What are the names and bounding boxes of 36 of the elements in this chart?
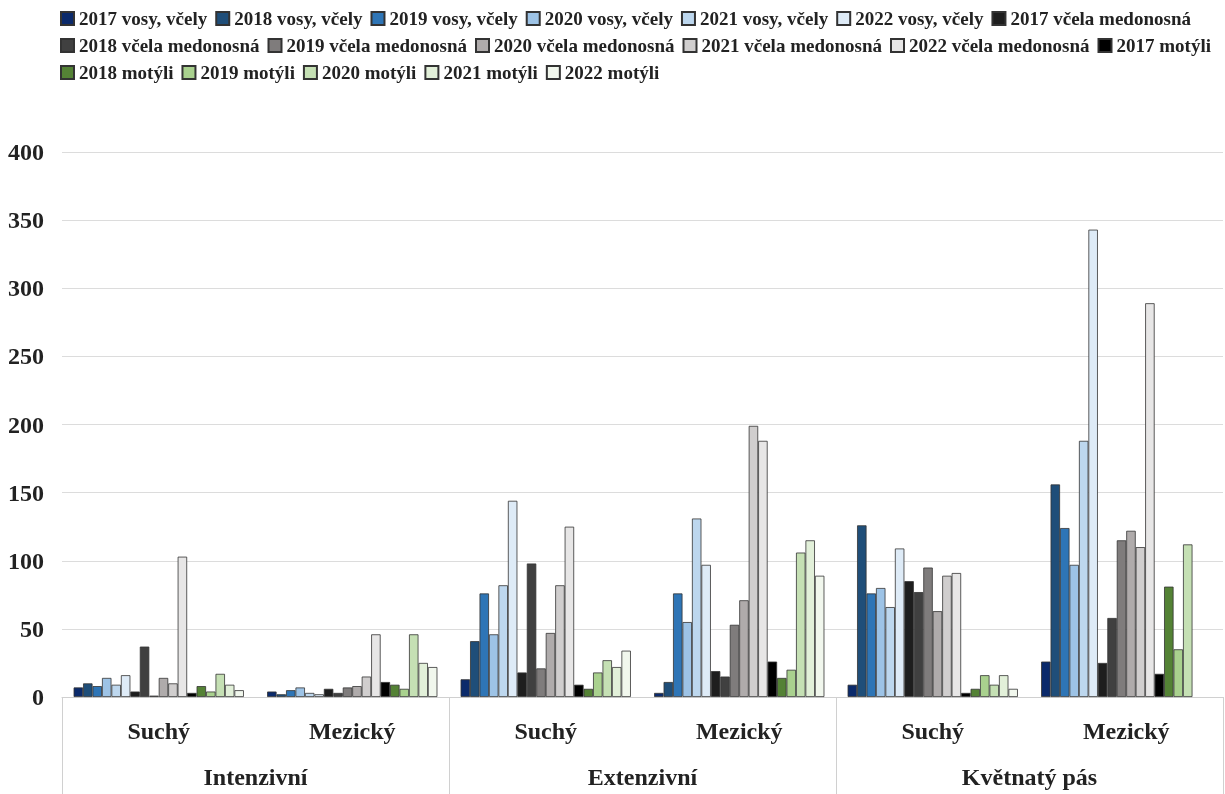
legend-label: 2017 včela medonosná — [1010, 8, 1192, 29]
text: Intenzivní — [203, 764, 308, 790]
legend-label: 2020 vosy, včely — [544, 8, 674, 29]
y-tick-label: 400 — [8, 139, 44, 165]
y-tick-label: 350 — [8, 207, 44, 234]
legend-label: 2018 včela medonosná — [79, 35, 260, 56]
x-tick-label: Suchý — [514, 718, 578, 744]
legend-label: 2019 včela medonosná — [286, 35, 468, 56]
legend-label: 2022 vosy, včely — [855, 8, 984, 29]
legend-label: 2018 vosy, včely — [234, 8, 363, 29]
y-tick-label: 250 — [8, 343, 44, 370]
y-tick-label: 150 — [8, 479, 44, 506]
text: Květnatý pás — [961, 764, 1098, 790]
x-tick-label: Suchý — [901, 718, 965, 744]
y-tick-label: 50 — [20, 615, 44, 642]
x-tick-label: Mezický — [695, 718, 783, 744]
x-tick-label: Mezický — [308, 718, 396, 744]
legend-label: 2019 motýli — [200, 62, 295, 83]
legend-label: 2017 motýli — [1116, 35, 1211, 56]
legend-label: 2022 motýli — [564, 62, 660, 83]
legend-label: 2021 včela medonosná — [701, 35, 883, 56]
legend-label: 2018 motýli — [79, 62, 174, 83]
y-tick-label: 0 — [32, 684, 44, 710]
legend-label: 2021 vosy, včely — [699, 8, 829, 29]
legend-label: 2020 motýli — [321, 62, 417, 83]
y-tick-label: 100 — [8, 547, 44, 574]
legend-label: 2020 včela medonosná — [494, 35, 675, 56]
legend-label: 2021 motýli — [443, 62, 538, 83]
y-tick-label: 300 — [8, 275, 44, 302]
text: Extenzivní — [587, 764, 698, 790]
legend-label: 2017 vosy, včely — [79, 8, 208, 29]
y-tick-label: 200 — [8, 411, 44, 438]
x-tick-label: Mezický — [1082, 718, 1170, 744]
legend-label: 2019 vosy, včely — [389, 8, 519, 29]
x-tick-label: Suchý — [127, 718, 191, 744]
legend-label: 2022 včela medonosná — [909, 35, 1090, 56]
